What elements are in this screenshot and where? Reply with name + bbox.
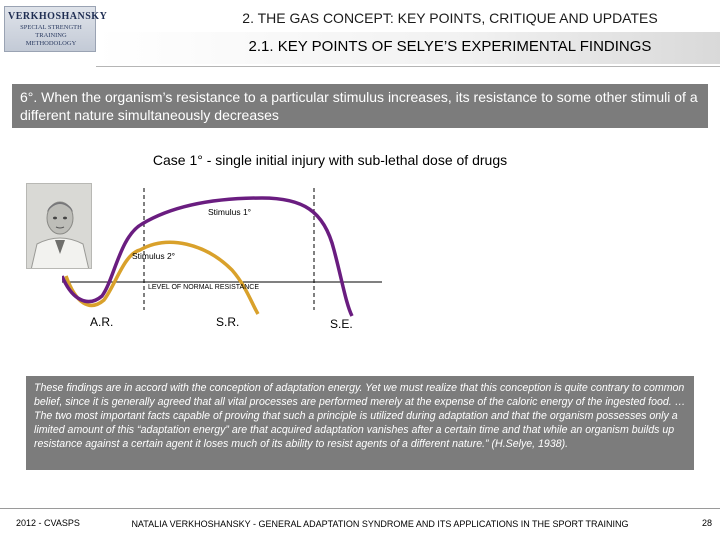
page-number: 28 (701, 518, 712, 528)
logo-line-2: SPECIAL STRENGTH TRAINING (20, 24, 82, 39)
stimulus-1-label: Stimulus 1° (208, 207, 251, 217)
footer-left: 2012 - CVASPS (16, 518, 80, 528)
footer-title: NATALIA VERKHOSHANSKY - GENERAL ADAPTATI… (131, 519, 629, 529)
resistance-diagram: Stimulus 1° Stimulus 2° LEVEL OF NORMAL … (62, 188, 382, 331)
logo: VERKHOSHANSKY SPECIAL STRENGTH TRAINING … (4, 6, 108, 52)
findings-box: These findings are in accord with the co… (26, 376, 694, 470)
header-divider (96, 66, 720, 67)
key-point-box: 6°. When the organism’s resistance to a … (12, 84, 708, 128)
stimulus-1-curve (62, 196, 354, 317)
portrait-photo (26, 183, 92, 269)
slide-title: 2.1. KEY POINTS OF SELYE’S EXPERIMENTAL … (248, 38, 652, 55)
logo-title: VERKHOSHANSKY (8, 11, 108, 22)
header-band (96, 32, 720, 64)
phase-label-ar: A.R. (90, 315, 113, 329)
logo-line-3: METHODOLOGY (25, 40, 77, 47)
normal-resistance-label: LEVEL OF NORMAL RESISTANCE (148, 284, 259, 291)
case-title: Case 1° - single initial injury with sub… (152, 152, 508, 168)
footer-divider (0, 508, 720, 509)
phase-label-se: S.E. (330, 317, 353, 331)
phase-label-sr: S.R. (216, 315, 239, 329)
stimulus-2-label: Stimulus 2° (132, 251, 175, 261)
logo-subtitle: SPECIAL STRENGTH TRAINING METHODOLOGY (8, 24, 94, 48)
selye-quote: “…During the Alarm reaction, the resista… (392, 197, 696, 290)
section-title: 2. THE GAS CONCEPT: KEY POINTS, CRITIQUE… (242, 10, 658, 26)
portrait-icon (27, 184, 91, 268)
stimulus-2-curve (64, 240, 260, 315)
